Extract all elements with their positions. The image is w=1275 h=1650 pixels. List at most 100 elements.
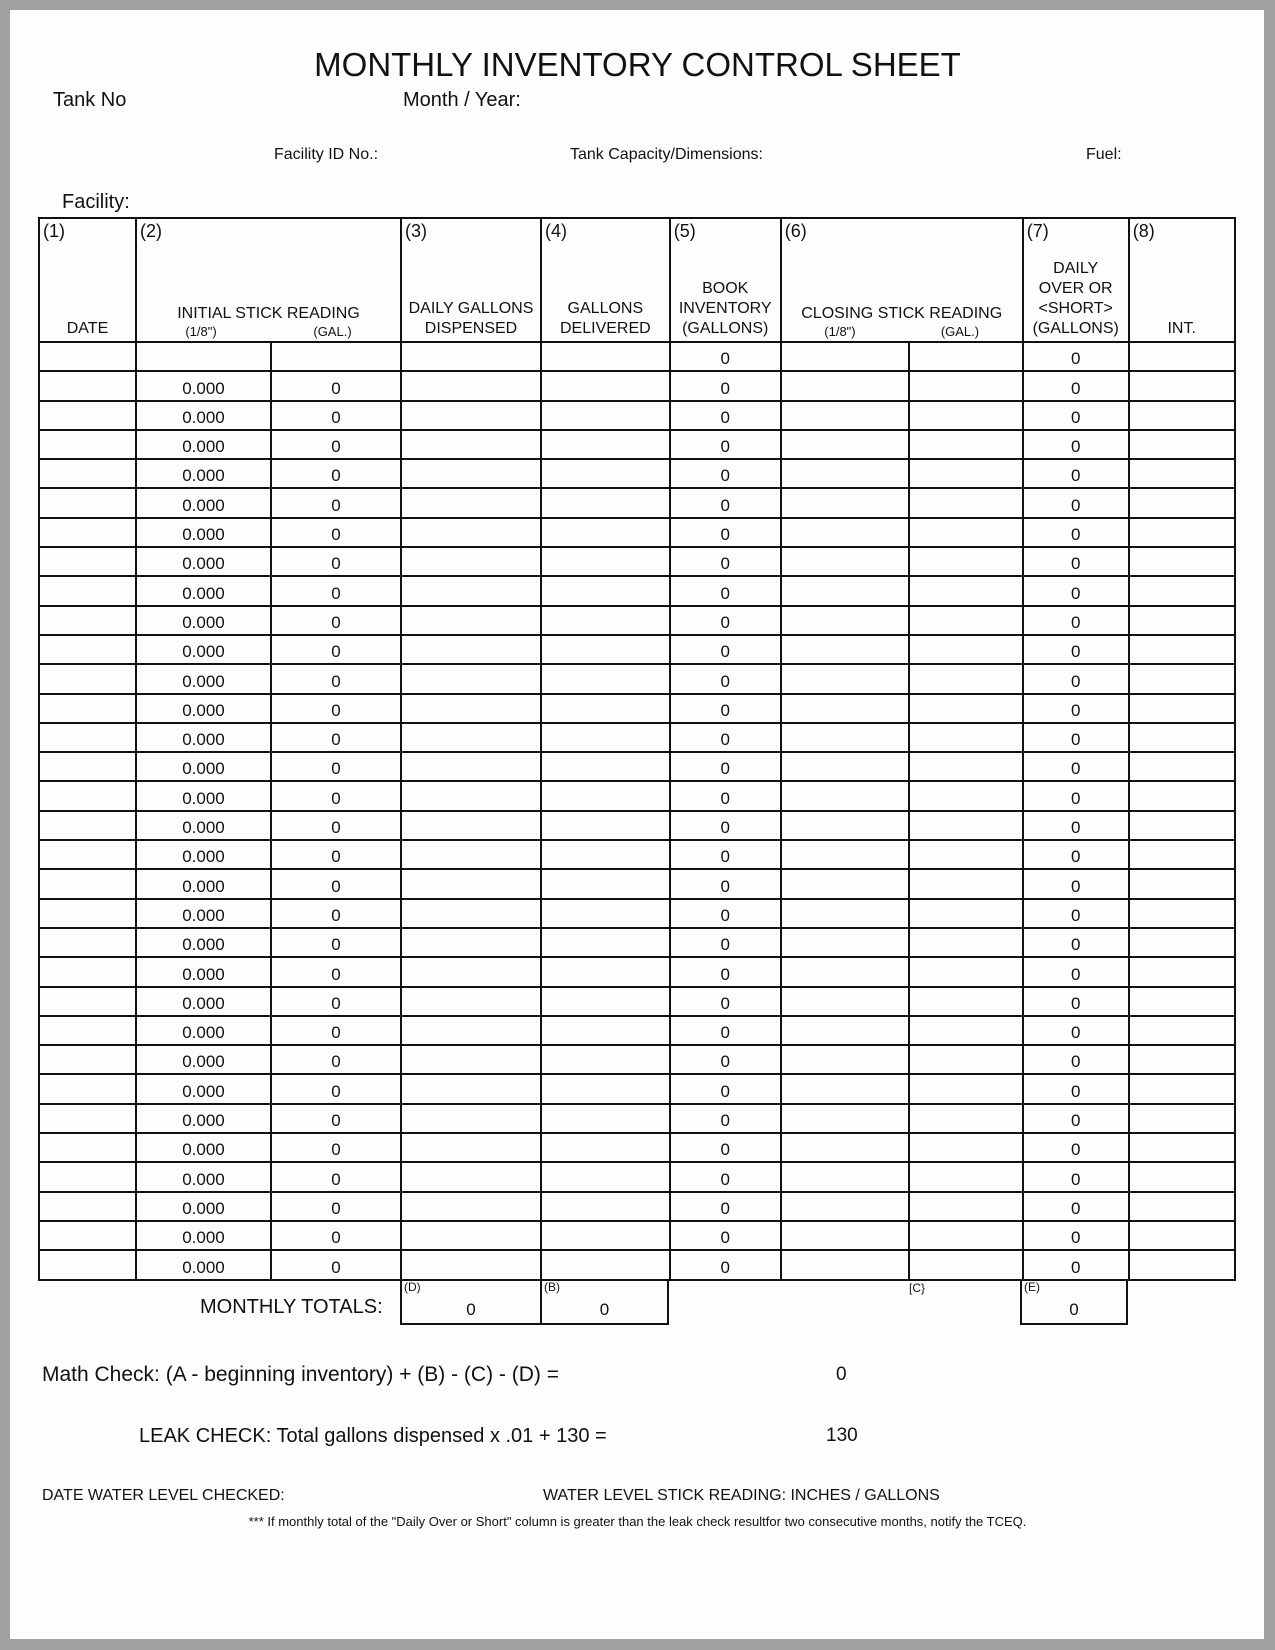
cell-delivered[interactable] — [540, 428, 671, 461]
cell-over-short[interactable]: 0 — [1021, 1102, 1130, 1135]
cell-delivered[interactable] — [540, 663, 671, 695]
cell-date[interactable] — [38, 428, 137, 461]
cell-initial-gal[interactable]: 0 — [270, 1190, 402, 1222]
cell-initial-1-8[interactable]: 0.000 — [135, 370, 272, 402]
cell-date[interactable] — [38, 575, 137, 607]
cell-closing-gal[interactable] — [907, 692, 1024, 724]
cell-closing-1-8[interactable] — [779, 458, 910, 490]
cell-over-short[interactable]: 0 — [1021, 546, 1130, 578]
cell-closing-gal[interactable] — [907, 663, 1024, 695]
cell-delivered[interactable] — [540, 1044, 671, 1076]
cell-closing-gal[interactable] — [907, 1044, 1024, 1076]
cell-over-short[interactable]: 0 — [1021, 575, 1130, 607]
cell-date[interactable] — [38, 926, 137, 959]
cell-over-short[interactable]: 0 — [1021, 1161, 1130, 1193]
cell-initial-1-8[interactable]: 0.000 — [135, 1073, 272, 1105]
cell-initial-1-8[interactable]: 0.000 — [135, 926, 272, 959]
cell-delivered[interactable] — [540, 1190, 671, 1222]
cell-initial-1-8[interactable]: 0.000 — [135, 399, 272, 431]
cell-initial-gal[interactable]: 0 — [270, 1161, 402, 1193]
cell-dispensed[interactable] — [400, 839, 542, 871]
cell-closing-gal[interactable] — [907, 487, 1024, 519]
cell-initial-gal[interactable] — [270, 340, 402, 373]
cell-closing-1-8[interactable] — [779, 868, 910, 900]
cell-int[interactable] — [1127, 897, 1236, 929]
cell-dispensed[interactable] — [400, 809, 542, 842]
cell-over-short[interactable]: 0 — [1021, 1249, 1130, 1281]
cell-int[interactable] — [1127, 751, 1236, 783]
cell-dispensed[interactable] — [400, 428, 542, 461]
cell-delivered[interactable] — [540, 926, 671, 959]
cell-closing-1-8[interactable] — [779, 340, 910, 373]
cell-delivered[interactable] — [540, 780, 671, 812]
cell-over-short[interactable]: 0 — [1021, 428, 1130, 461]
cell-date[interactable] — [38, 1249, 137, 1281]
cell-initial-1-8[interactable]: 0.000 — [135, 458, 272, 490]
cell-int[interactable] — [1127, 1219, 1236, 1252]
cell-over-short[interactable]: 0 — [1021, 692, 1130, 724]
cell-delivered[interactable] — [540, 546, 671, 578]
cell-date[interactable] — [38, 1132, 137, 1164]
cell-book-inventory[interactable]: 0 — [668, 546, 782, 578]
cell-initial-gal[interactable]: 0 — [270, 839, 402, 871]
cell-closing-gal[interactable] — [907, 604, 1024, 636]
cell-initial-1-8[interactable]: 0.000 — [135, 1044, 272, 1076]
cell-dispensed[interactable] — [400, 604, 542, 636]
cell-closing-1-8[interactable] — [779, 1190, 910, 1222]
cell-int[interactable] — [1127, 809, 1236, 842]
cell-book-inventory[interactable]: 0 — [668, 721, 782, 754]
cell-delivered[interactable] — [540, 1249, 671, 1281]
cell-over-short[interactable]: 0 — [1021, 721, 1130, 754]
cell-over-short[interactable]: 0 — [1021, 1073, 1130, 1105]
cell-closing-1-8[interactable] — [779, 897, 910, 929]
cell-over-short[interactable]: 0 — [1021, 926, 1130, 959]
cell-initial-gal[interactable]: 0 — [270, 897, 402, 929]
cell-initial-gal[interactable]: 0 — [270, 1132, 402, 1164]
cell-initial-1-8[interactable]: 0.000 — [135, 956, 272, 988]
cell-int[interactable] — [1127, 985, 1236, 1017]
cell-closing-gal[interactable] — [907, 546, 1024, 578]
cell-initial-gal[interactable]: 0 — [270, 1073, 402, 1105]
cell-int[interactable] — [1127, 1190, 1236, 1222]
cell-over-short[interactable]: 0 — [1021, 633, 1130, 666]
cell-over-short[interactable]: 0 — [1021, 1132, 1130, 1164]
cell-date[interactable] — [38, 751, 137, 783]
cell-date[interactable] — [38, 399, 137, 431]
cell-date[interactable] — [38, 1014, 137, 1047]
cell-dispensed[interactable] — [400, 721, 542, 754]
cell-book-inventory[interactable]: 0 — [668, 1190, 782, 1222]
cell-closing-1-8[interactable] — [779, 1219, 910, 1252]
cell-initial-1-8[interactable]: 0.000 — [135, 575, 272, 607]
cell-dispensed[interactable] — [400, 546, 542, 578]
cell-book-inventory[interactable]: 0 — [668, 399, 782, 431]
cell-closing-1-8[interactable] — [779, 1161, 910, 1193]
cell-book-inventory[interactable]: 0 — [668, 1219, 782, 1252]
cell-dispensed[interactable] — [400, 1102, 542, 1135]
cell-book-inventory[interactable]: 0 — [668, 926, 782, 959]
cell-closing-gal[interactable] — [907, 897, 1024, 929]
cell-delivered[interactable] — [540, 868, 671, 900]
cell-initial-gal[interactable]: 0 — [270, 428, 402, 461]
cell-initial-gal[interactable]: 0 — [270, 692, 402, 724]
cell-book-inventory[interactable]: 0 — [668, 633, 782, 666]
cell-book-inventory[interactable]: 0 — [668, 370, 782, 402]
cell-int[interactable] — [1127, 839, 1236, 871]
cell-closing-1-8[interactable] — [779, 575, 910, 607]
cell-initial-1-8[interactable]: 0.000 — [135, 1249, 272, 1281]
cell-initial-1-8[interactable]: 0.000 — [135, 751, 272, 783]
cell-initial-gal[interactable]: 0 — [270, 809, 402, 842]
cell-int[interactable] — [1127, 1073, 1236, 1105]
cell-over-short[interactable]: 0 — [1021, 985, 1130, 1017]
cell-int[interactable] — [1127, 926, 1236, 959]
cell-book-inventory[interactable]: 0 — [668, 692, 782, 724]
cell-over-short[interactable]: 0 — [1021, 663, 1130, 695]
cell-delivered[interactable] — [540, 751, 671, 783]
cell-over-short[interactable]: 0 — [1021, 1044, 1130, 1076]
cell-dispensed[interactable] — [400, 1073, 542, 1105]
cell-dispensed[interactable] — [400, 780, 542, 812]
cell-date[interactable] — [38, 487, 137, 519]
cell-over-short[interactable]: 0 — [1021, 780, 1130, 812]
cell-book-inventory[interactable]: 0 — [668, 663, 782, 695]
cell-initial-gal[interactable]: 0 — [270, 399, 402, 431]
cell-initial-gal[interactable]: 0 — [270, 780, 402, 812]
